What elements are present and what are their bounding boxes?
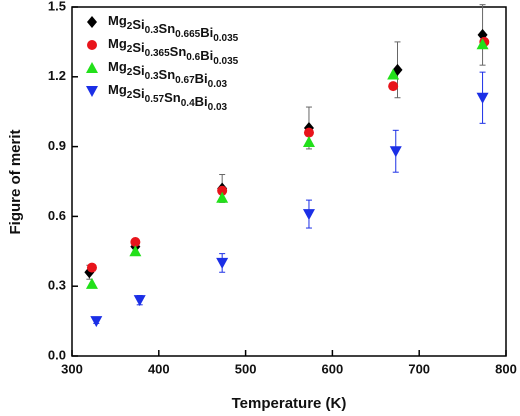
x-tick-label: 600 xyxy=(322,361,344,376)
legend-label: Mg2Si0.57Sn0.4Bi0.03 xyxy=(108,82,228,112)
point xyxy=(302,135,315,147)
point xyxy=(216,191,229,203)
point xyxy=(303,127,314,138)
legend-marker xyxy=(86,62,98,73)
point xyxy=(387,68,400,80)
point xyxy=(130,236,141,247)
y-tick-label: 0.6 xyxy=(48,208,66,223)
y-tick-label: 1.2 xyxy=(48,68,66,83)
y-axis-title: Figure of merit xyxy=(7,129,24,234)
x-tick-label: 500 xyxy=(235,361,257,376)
x-tick-label: 400 xyxy=(148,361,170,376)
y-tick-label: 1.5 xyxy=(48,0,66,13)
point xyxy=(388,81,399,92)
point xyxy=(217,185,228,196)
y-tick-label: 0.0 xyxy=(48,347,66,362)
legend-label: Mg2Si0.3Sn0.67Bi0.03 xyxy=(108,59,228,89)
legend-label: Mg2Si0.365Sn0.6Bi0.035 xyxy=(108,36,239,66)
point xyxy=(90,316,103,328)
point xyxy=(389,146,402,158)
point xyxy=(476,92,489,104)
point xyxy=(302,209,315,221)
x-tick-label: 300 xyxy=(61,361,83,376)
y-tick-label: 0.3 xyxy=(48,278,66,293)
y-tick-label: 0.9 xyxy=(48,138,66,153)
point xyxy=(85,277,98,289)
legend-marker xyxy=(86,86,98,97)
legend-label: Mg2Si0.3Sn0.665Bi0.035 xyxy=(108,13,239,43)
x-tick-label: 700 xyxy=(408,361,430,376)
point xyxy=(86,262,97,273)
x-axis-title: Temperature (K) xyxy=(232,395,347,412)
point xyxy=(129,245,142,257)
point xyxy=(133,295,146,307)
point xyxy=(216,257,229,269)
x-tick-label: 800 xyxy=(495,361,517,376)
legend-marker xyxy=(87,16,97,28)
point xyxy=(476,38,489,50)
plot-frame xyxy=(71,6,507,357)
legend-marker xyxy=(87,40,97,50)
